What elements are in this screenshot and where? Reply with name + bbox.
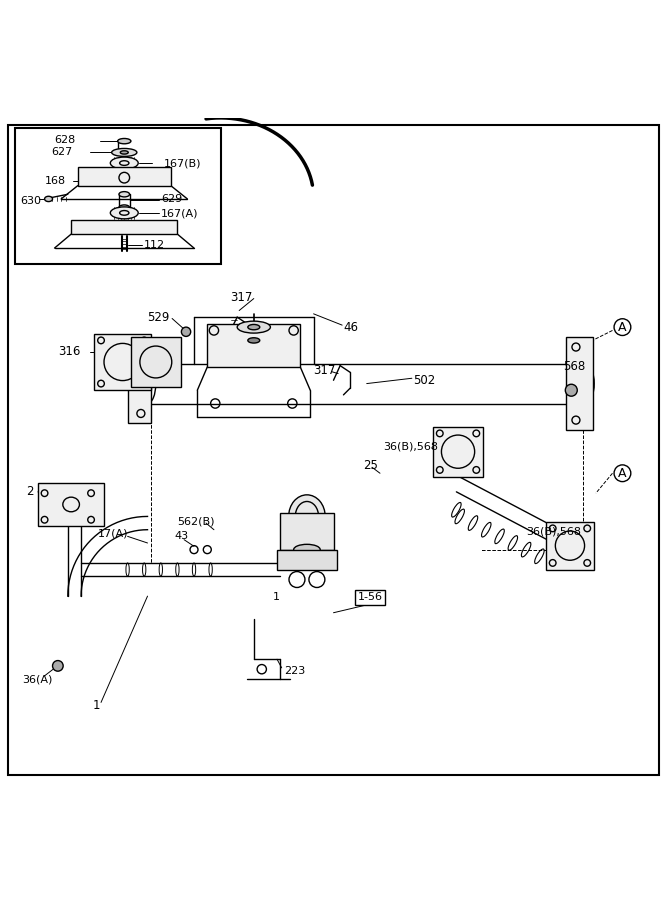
Text: 223: 223	[283, 665, 305, 676]
Ellipse shape	[111, 148, 137, 157]
Ellipse shape	[119, 192, 129, 197]
Bar	[433, 427, 483, 477]
Ellipse shape	[289, 495, 325, 538]
Ellipse shape	[293, 544, 320, 555]
Bar	[94, 334, 151, 391]
Bar	[280, 513, 334, 550]
Ellipse shape	[117, 139, 131, 144]
Bar	[277, 550, 337, 570]
Text: 167(A): 167(A)	[161, 209, 198, 219]
Bar	[207, 324, 300, 367]
Text: A: A	[618, 320, 627, 334]
Text: 167(B): 167(B)	[164, 158, 201, 168]
Text: 317: 317	[231, 291, 253, 303]
Ellipse shape	[120, 151, 128, 154]
Text: 628: 628	[55, 136, 76, 146]
Ellipse shape	[45, 196, 53, 202]
Text: 2: 2	[26, 485, 33, 499]
Text: 629: 629	[161, 194, 182, 204]
Text: 36(B),568: 36(B),568	[384, 442, 438, 452]
Text: 1: 1	[93, 699, 101, 712]
Text: A: A	[618, 467, 627, 480]
Text: 1: 1	[272, 592, 279, 602]
Text: 562(B): 562(B)	[177, 517, 215, 526]
Text: 316: 316	[58, 346, 80, 358]
Bar	[131, 338, 181, 387]
Text: 17(A): 17(A)	[97, 528, 128, 538]
Ellipse shape	[248, 325, 259, 329]
Ellipse shape	[119, 205, 129, 211]
Text: 529: 529	[147, 310, 170, 324]
Text: 25: 25	[364, 459, 378, 472]
Text: 502: 502	[414, 374, 436, 387]
Bar	[38, 483, 104, 526]
Text: 1-56: 1-56	[358, 592, 383, 602]
Text: 46: 46	[344, 320, 358, 334]
Text: 317: 317	[313, 364, 336, 377]
Text: 627: 627	[51, 148, 73, 157]
Text: 36(B),568: 36(B),568	[526, 526, 581, 536]
Bar	[71, 220, 177, 234]
Text: 568: 568	[563, 361, 585, 374]
Bar	[127, 344, 151, 423]
Bar	[546, 522, 594, 570]
Text: 630: 630	[20, 196, 41, 206]
Circle shape	[53, 661, 63, 671]
Bar	[78, 167, 171, 185]
Ellipse shape	[248, 338, 259, 343]
Ellipse shape	[237, 321, 270, 333]
Text: 43: 43	[174, 531, 188, 541]
Bar	[566, 338, 592, 430]
Circle shape	[566, 384, 577, 396]
Bar	[15, 128, 221, 264]
Ellipse shape	[110, 158, 138, 169]
Text: 112: 112	[144, 240, 165, 250]
Text: 36(A): 36(A)	[23, 674, 53, 684]
Ellipse shape	[110, 207, 138, 219]
Text: 168: 168	[45, 176, 65, 186]
Circle shape	[181, 327, 191, 337]
